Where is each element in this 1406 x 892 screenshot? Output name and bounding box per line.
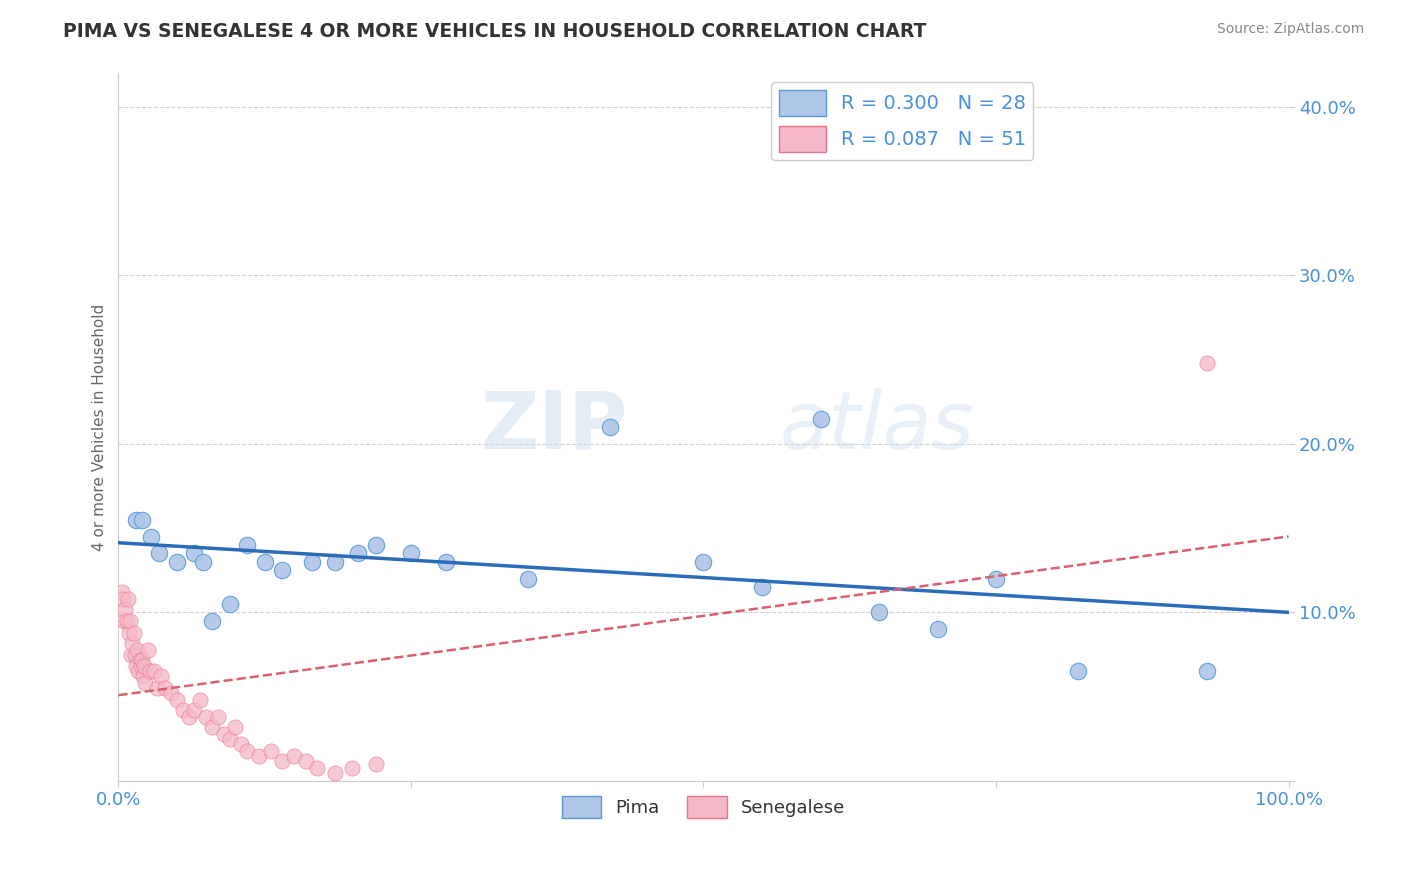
Point — [183, 546, 205, 560]
Point — [129, 659, 152, 673]
Y-axis label: 4 or more Vehicles in Household: 4 or more Vehicles in Household — [93, 303, 107, 550]
Point — [142, 665, 165, 679]
Point — [1067, 665, 1090, 679]
Point — [177, 710, 200, 724]
Text: PIMA VS SENEGALESE 4 OR MORE VEHICLES IN HOUSEHOLD CORRELATION CHART: PIMA VS SENEGALESE 4 OR MORE VEHICLES IN… — [63, 22, 927, 41]
Text: atlas: atlas — [779, 388, 974, 466]
Point — [172, 703, 194, 717]
Point — [166, 555, 188, 569]
Point — [128, 652, 150, 666]
Point — [599, 420, 621, 434]
Point — [207, 710, 229, 724]
Point — [139, 665, 162, 679]
Point — [218, 597, 240, 611]
Point — [136, 642, 159, 657]
Point — [259, 744, 281, 758]
Point — [131, 513, 153, 527]
Point — [114, 602, 136, 616]
Point — [188, 693, 211, 707]
Point — [115, 614, 138, 628]
Point — [131, 652, 153, 666]
Point — [148, 546, 170, 560]
Point — [160, 686, 183, 700]
Point — [112, 614, 135, 628]
Point — [121, 636, 143, 650]
Point — [127, 642, 149, 657]
Point — [132, 669, 155, 683]
Point — [434, 555, 457, 569]
Point — [927, 622, 949, 636]
Point — [231, 737, 253, 751]
Point — [347, 546, 370, 560]
Point — [120, 648, 142, 662]
Point — [120, 614, 142, 628]
Point — [191, 555, 214, 569]
Point — [149, 669, 172, 683]
Point — [236, 538, 259, 552]
Point — [134, 676, 156, 690]
Point — [364, 757, 387, 772]
Point — [253, 555, 276, 569]
Point — [692, 555, 714, 569]
Point — [236, 744, 259, 758]
Point — [201, 720, 224, 734]
Point — [271, 563, 294, 577]
Point — [146, 681, 169, 696]
Point — [134, 659, 156, 673]
Point — [127, 665, 149, 679]
Point — [124, 648, 146, 662]
Point — [517, 572, 540, 586]
Point — [323, 765, 346, 780]
Point — [984, 572, 1007, 586]
Point — [195, 710, 218, 724]
Point — [224, 720, 246, 734]
Point — [201, 614, 224, 628]
Point — [294, 754, 316, 768]
Point — [399, 546, 422, 560]
Point — [301, 555, 323, 569]
Point — [364, 538, 387, 552]
Point — [111, 585, 134, 599]
Point — [212, 727, 235, 741]
Point — [117, 591, 139, 606]
Point — [1195, 665, 1218, 679]
Point — [751, 580, 773, 594]
Point — [122, 625, 145, 640]
Point — [141, 530, 163, 544]
Point — [218, 731, 240, 746]
Point — [112, 591, 135, 606]
Text: ZIP: ZIP — [481, 388, 627, 466]
Legend: Pima, Senegalese: Pima, Senegalese — [554, 789, 852, 825]
Point — [183, 703, 205, 717]
Point — [155, 681, 177, 696]
Point — [118, 625, 141, 640]
Point — [342, 760, 364, 774]
Point — [271, 754, 294, 768]
Point — [247, 748, 270, 763]
Point — [1195, 356, 1218, 370]
Point — [810, 411, 832, 425]
Point — [868, 606, 890, 620]
Point — [125, 513, 148, 527]
Point — [125, 659, 148, 673]
Text: Source: ZipAtlas.com: Source: ZipAtlas.com — [1216, 22, 1364, 37]
Point — [166, 693, 188, 707]
Point — [323, 555, 346, 569]
Point — [307, 760, 329, 774]
Point — [283, 748, 305, 763]
